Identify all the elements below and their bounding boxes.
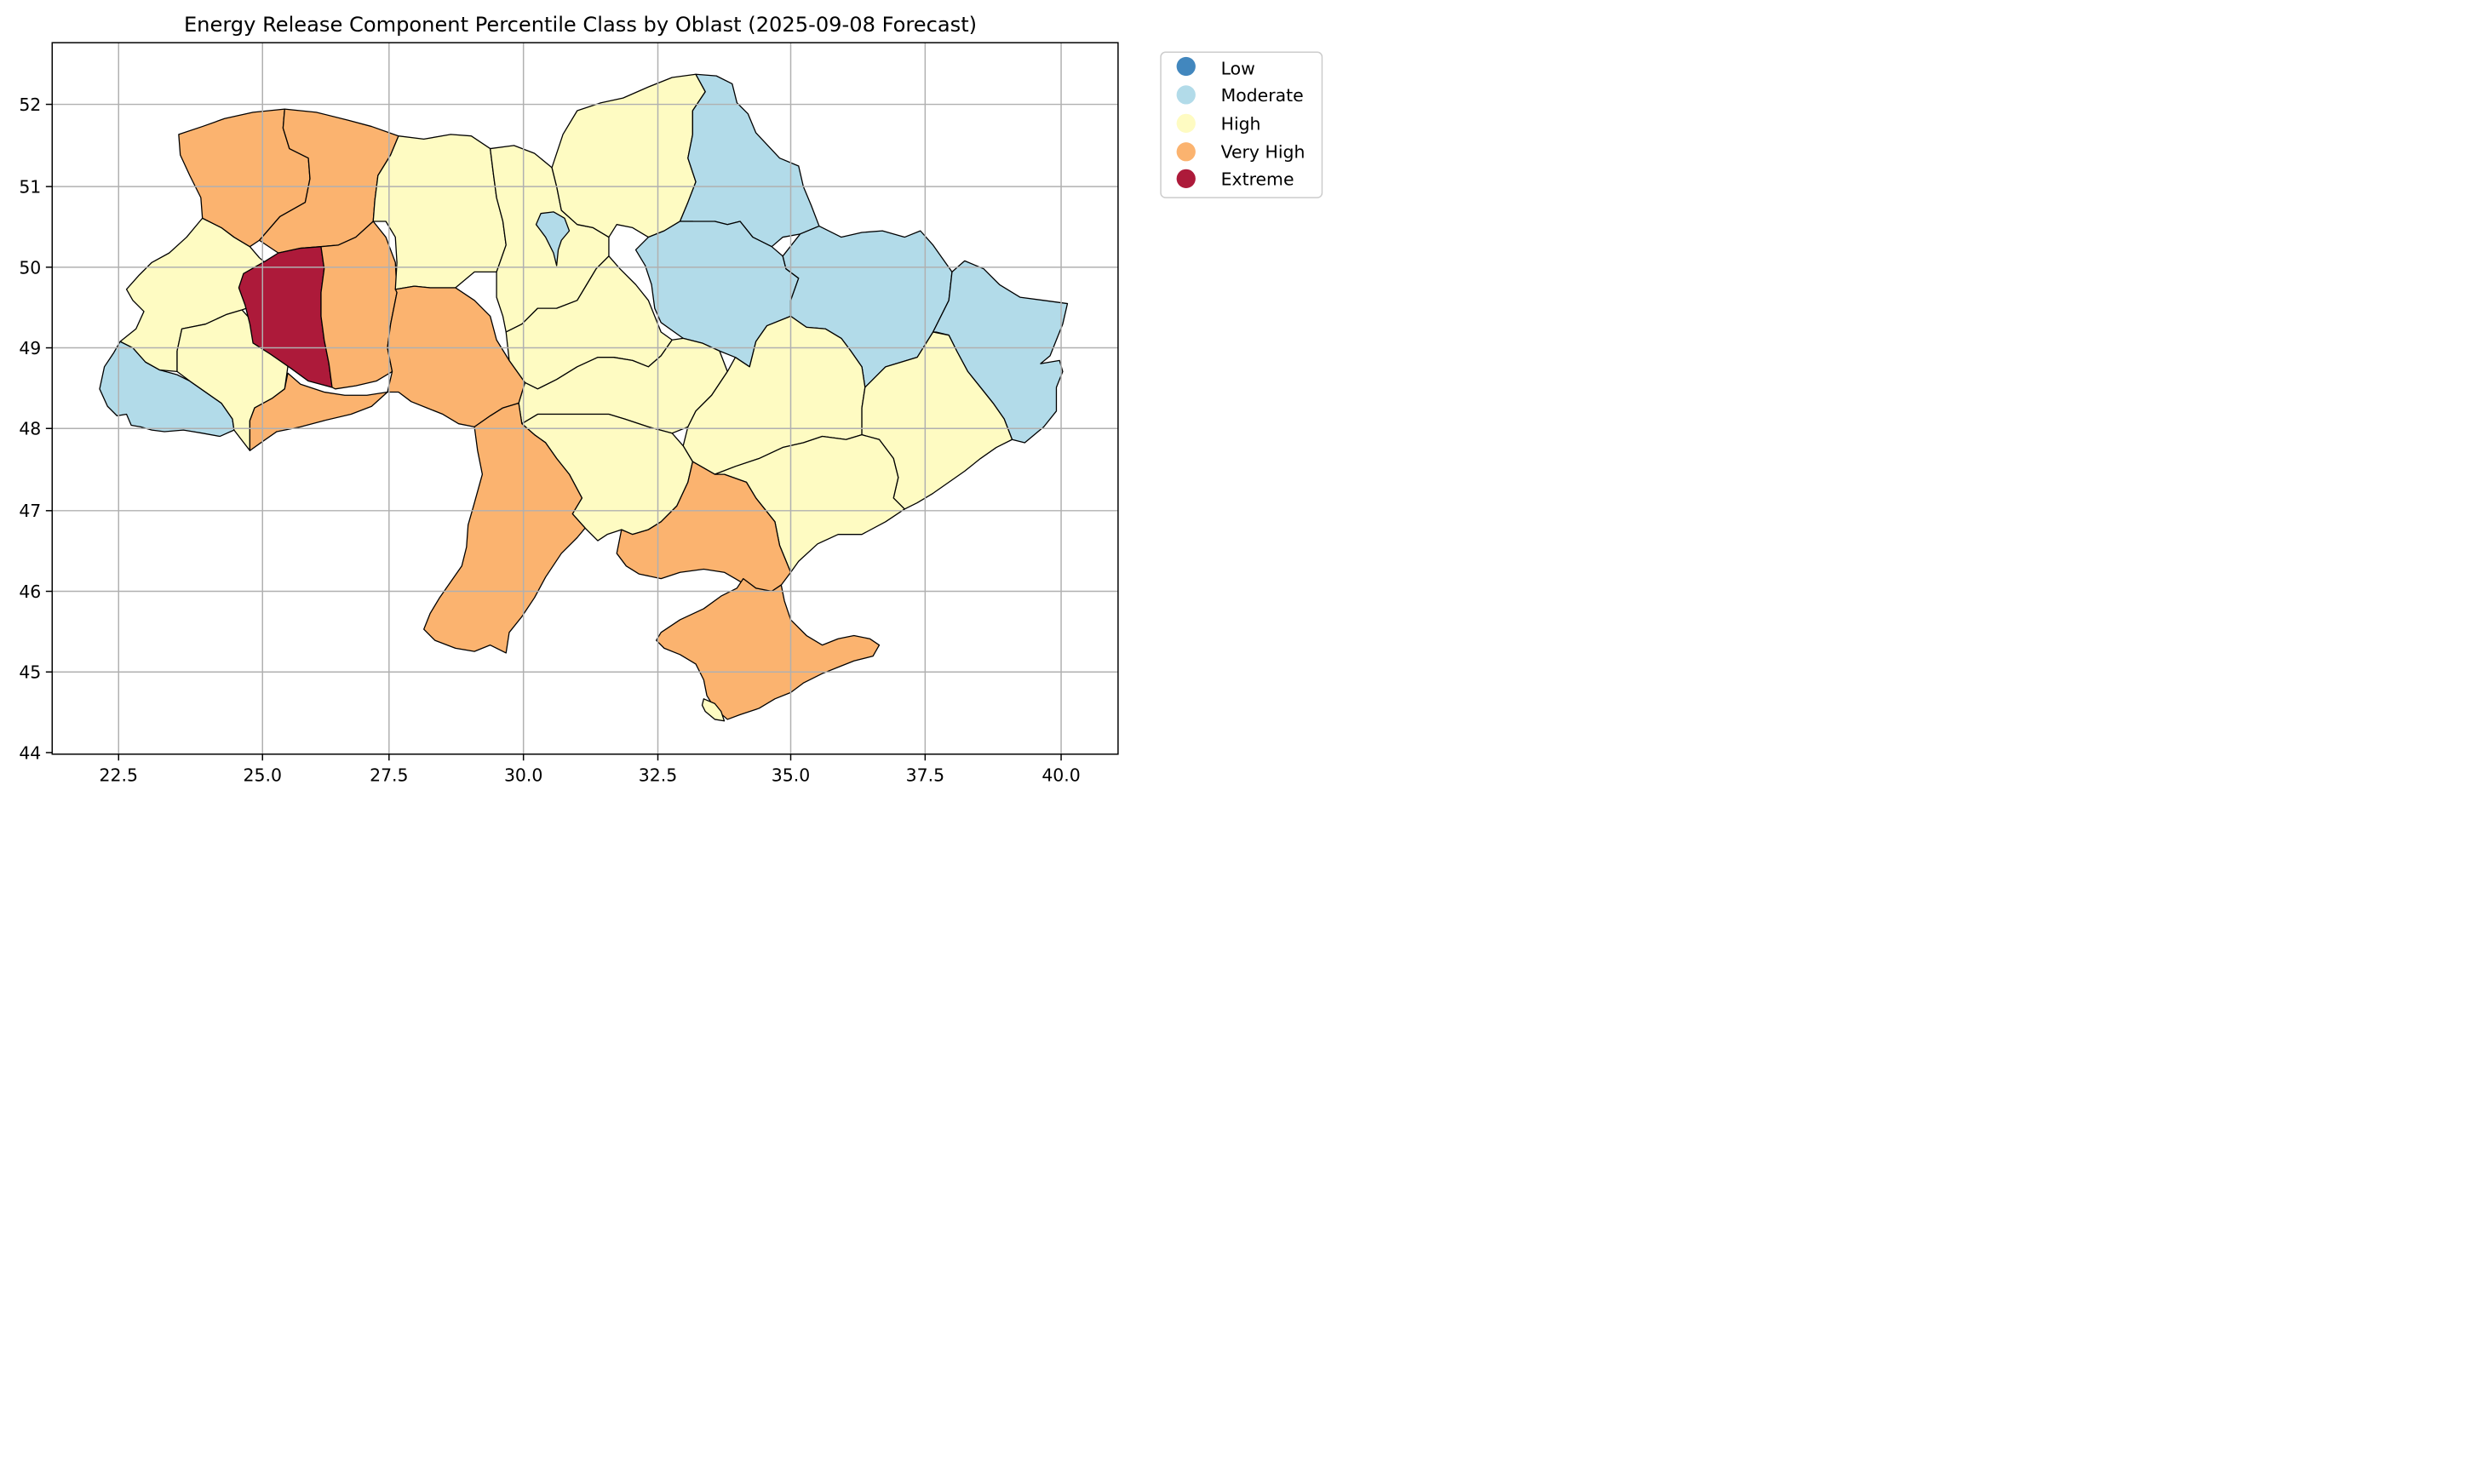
x-tick-label: 37.5 (906, 765, 944, 785)
x-tick-label: 35.0 (772, 765, 810, 785)
map-layer (99, 73, 1069, 722)
x-tick-label: 30.0 (504, 765, 542, 785)
x-tick-label: 40.0 (1042, 765, 1080, 785)
x-tick-label: 32.5 (639, 765, 677, 785)
legend-swatch-extreme (1176, 169, 1196, 188)
y-tick-label: 44 (19, 742, 41, 763)
oblast-odesa[interactable] (423, 402, 586, 654)
chart-title: Energy Release Component Percentile Clas… (184, 13, 977, 37)
legend-swatch-moderate (1176, 85, 1196, 105)
y-tick-label: 47 (19, 501, 41, 521)
legend-label-low: Low (1221, 58, 1255, 78)
legend-swatch-high (1176, 113, 1196, 133)
y-tick-label: 46 (19, 582, 41, 602)
legend: Low Moderate High Very High Extreme (1160, 51, 1323, 198)
legend-swatch-low (1176, 56, 1196, 77)
oblast-sevastopol[interactable] (701, 698, 726, 722)
plot-frame (51, 42, 1119, 755)
legend-label-high: High (1221, 113, 1261, 134)
grid-lines (52, 43, 1118, 754)
legend-label-moderate: Moderate (1221, 85, 1304, 106)
y-tick-label: 50 (19, 257, 41, 278)
y-axis: 44 45 46 47 48 49 50 51 52 (19, 95, 53, 763)
oblast-kherson[interactable] (616, 461, 792, 593)
legend-label-extreme: Extreme (1221, 169, 1294, 189)
x-axis: 22.5 25.0 27.5 30.0 32.5 35.0 37.5 40.0 (100, 753, 1081, 785)
oblast-kyiv-city[interactable] (535, 211, 571, 266)
y-tick-label: 51 (19, 177, 41, 198)
oblast-khmelnytskyi[interactable] (320, 221, 398, 390)
oblast-crimea[interactable] (656, 578, 881, 720)
y-tick-label: 48 (19, 419, 41, 439)
y-tick-label: 52 (19, 95, 41, 115)
legend-swatch-very-high (1176, 142, 1196, 162)
map-chart: Energy Release Component Percentile Clas… (0, 0, 1335, 799)
oblast-chernivtsi[interactable] (249, 372, 388, 451)
legend-label-very-high: Very High (1221, 142, 1305, 163)
x-tick-label: 27.5 (370, 765, 408, 785)
legend-frame (1160, 51, 1323, 198)
oblast-zakarpattia[interactable] (99, 341, 235, 438)
x-tick-label: 22.5 (100, 765, 138, 785)
x-tick-label: 25.0 (244, 765, 282, 785)
y-tick-label: 49 (19, 338, 41, 358)
y-tick-label: 45 (19, 662, 41, 683)
